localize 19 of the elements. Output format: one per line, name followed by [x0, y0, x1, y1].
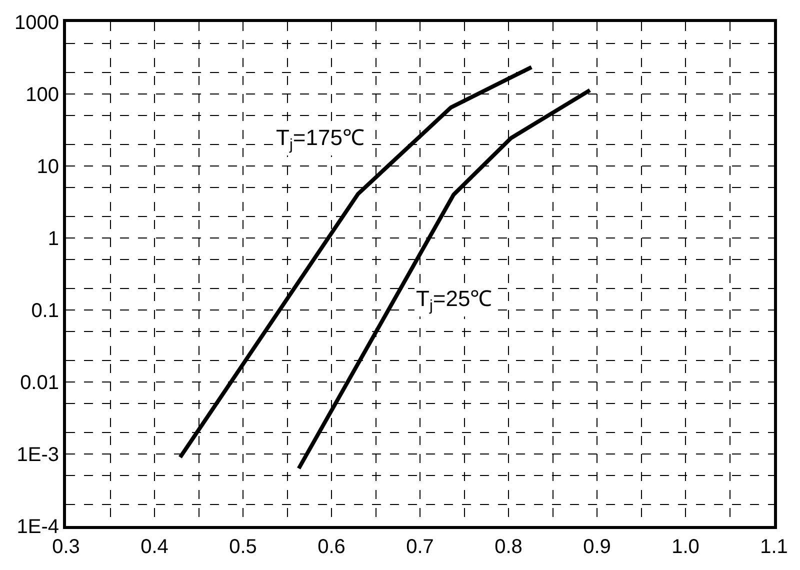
- x-tick-label: 1.1: [760, 536, 788, 558]
- series-label: T$_{j}$=175℃: [276, 125, 364, 154]
- y-tick-label: 1: [48, 228, 59, 250]
- x-tick-label: 0.7: [406, 536, 434, 558]
- x-tick-label: 0.8: [494, 536, 522, 558]
- x-tick-label: 0.5: [229, 536, 257, 558]
- x-tick-label: 0.6: [318, 536, 346, 558]
- y-tick-label: 100: [26, 84, 59, 106]
- y-tick-label: 0.01: [20, 372, 59, 394]
- x-tick-label: 0.4: [140, 536, 168, 558]
- y-tick-label: 1E-4: [16, 516, 59, 538]
- series-label: T$_{j}$=25℃: [416, 286, 492, 315]
- x-tick-label: 0.9: [583, 536, 611, 558]
- x-tick-label: 0.3: [52, 536, 80, 558]
- y-tick-label: 10: [36, 156, 59, 178]
- y-tick-label: 1000: [14, 12, 59, 34]
- y-tick-label: 0.1: [31, 300, 59, 322]
- y-tick-label: 1E-3: [16, 444, 59, 466]
- x-tick-label: 1.0: [672, 536, 700, 558]
